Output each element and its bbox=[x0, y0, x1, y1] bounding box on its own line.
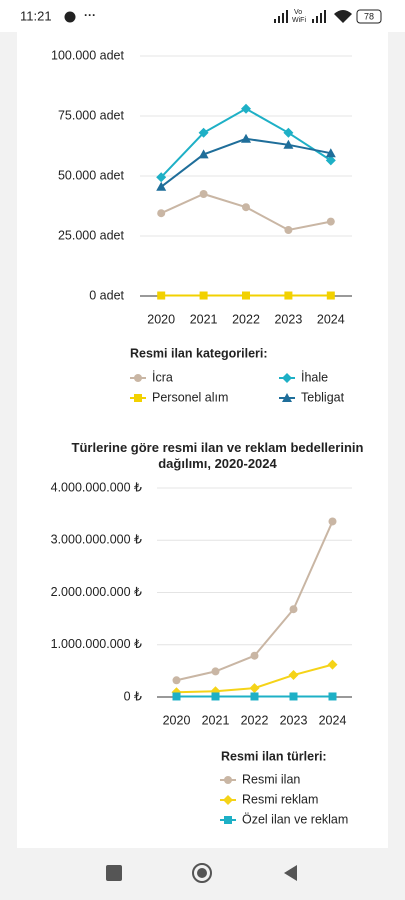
data-point bbox=[157, 209, 166, 218]
back-button[interactable] bbox=[284, 865, 297, 881]
data-point bbox=[327, 659, 338, 670]
x-tick-label: 2022 bbox=[232, 312, 260, 326]
legend-label: Resmi reklam bbox=[242, 792, 318, 806]
data-point bbox=[211, 692, 220, 701]
chart-title: Türlerine göre resmi ilan ve reklam bede… bbox=[71, 440, 364, 471]
data-point bbox=[242, 203, 250, 212]
data-point bbox=[283, 127, 294, 138]
x-tick-label: 2023 bbox=[280, 713, 308, 727]
x-tick-label: 2024 bbox=[319, 713, 347, 727]
data-point bbox=[199, 190, 208, 198]
data-point bbox=[325, 148, 336, 158]
x-tick-label: 2024 bbox=[317, 312, 345, 326]
data-point bbox=[172, 692, 181, 701]
y-tick-label: 2.000.000.000 ₺ bbox=[51, 585, 142, 599]
legend-marker bbox=[282, 373, 292, 383]
data-point bbox=[328, 517, 337, 526]
signal-icon bbox=[312, 10, 326, 23]
legend-label: Tebligat bbox=[301, 390, 345, 404]
data-point bbox=[284, 226, 293, 234]
network-label: Vo bbox=[294, 9, 302, 16]
y-tick-label: 1.000.000.000 ₺ bbox=[51, 637, 142, 651]
legend-marker bbox=[224, 776, 232, 784]
x-tick-label: 2020 bbox=[147, 312, 175, 326]
legend-marker bbox=[282, 393, 292, 402]
legend-title: Resmi ilan türleri: bbox=[221, 749, 327, 763]
legend-label: İcra bbox=[152, 370, 173, 384]
signal-icon bbox=[274, 10, 288, 23]
data-point bbox=[249, 683, 260, 694]
x-tick-label: 2021 bbox=[202, 713, 230, 727]
facebook-icon bbox=[64, 11, 76, 23]
x-tick-label: 2022 bbox=[241, 713, 269, 727]
data-point bbox=[211, 667, 220, 676]
x-tick-label: 2020 bbox=[163, 713, 191, 727]
data-point bbox=[172, 676, 181, 685]
y-tick-label: 0 adet bbox=[89, 288, 124, 302]
legend-marker bbox=[134, 374, 142, 382]
data-point bbox=[157, 291, 166, 300]
data-point bbox=[198, 127, 209, 138]
recents-button[interactable] bbox=[106, 865, 122, 881]
data-point bbox=[199, 291, 208, 300]
y-tick-label: 0 ₺ bbox=[124, 689, 142, 703]
y-tick-label: 3.000.000.000 ₺ bbox=[51, 533, 142, 547]
data-point bbox=[288, 670, 299, 681]
data-point bbox=[250, 692, 259, 701]
x-tick-label: 2023 bbox=[274, 312, 302, 326]
data-point bbox=[283, 139, 294, 149]
data-point bbox=[250, 651, 259, 660]
legend-title: Resmi ilan kategorileri: bbox=[130, 346, 268, 360]
legend-label: Özel ilan ve reklam bbox=[242, 812, 348, 826]
data-point bbox=[156, 172, 167, 183]
y-tick-label: 100.000 adet bbox=[51, 48, 125, 62]
data-point bbox=[326, 291, 335, 300]
y-tick-label: 50.000 adet bbox=[58, 168, 125, 182]
legend-marker bbox=[223, 795, 233, 805]
y-tick-label: 25.000 adet bbox=[58, 228, 125, 242]
data-point bbox=[328, 692, 337, 701]
legend-marker bbox=[134, 394, 142, 402]
status-time: 11:21 bbox=[20, 8, 52, 23]
data-point bbox=[289, 692, 298, 701]
data-point bbox=[242, 291, 250, 300]
battery-icon bbox=[356, 9, 382, 24]
legend-label: İhale bbox=[301, 370, 328, 384]
wifi-icon bbox=[334, 10, 352, 23]
data-point bbox=[198, 149, 209, 159]
data-point bbox=[241, 133, 251, 143]
data-point bbox=[284, 291, 293, 300]
legend-marker bbox=[224, 816, 232, 824]
content-card bbox=[17, 32, 388, 848]
data-point bbox=[156, 181, 167, 191]
legend-label: Resmi ilan bbox=[242, 772, 300, 786]
x-tick-label: 2021 bbox=[190, 312, 218, 326]
battery-level: 78 bbox=[364, 11, 374, 21]
data-point bbox=[326, 217, 335, 226]
data-point bbox=[241, 103, 251, 114]
legend-label: Personel alım bbox=[152, 390, 228, 404]
network-label: WiFi bbox=[292, 17, 306, 24]
home-button[interactable] bbox=[192, 863, 212, 883]
home-button-dot bbox=[197, 868, 207, 878]
data-point bbox=[289, 605, 298, 614]
more-icon: ··· bbox=[84, 8, 96, 22]
y-tick-label: 4.000.000.000 ₺ bbox=[51, 480, 142, 494]
data-point bbox=[325, 155, 336, 166]
y-tick-label: 75.000 adet bbox=[58, 108, 125, 122]
